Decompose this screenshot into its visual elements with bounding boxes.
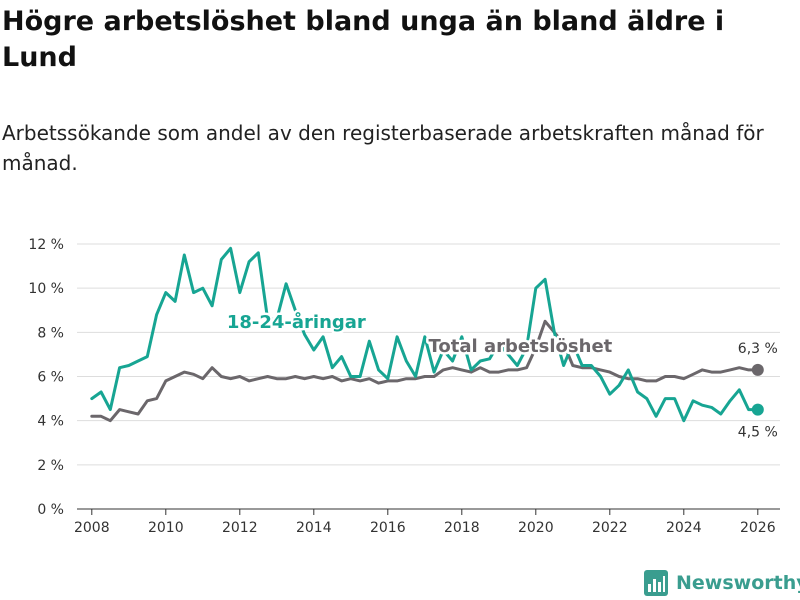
- y-tick-label: 6 %: [37, 370, 64, 386]
- chart-subtitle: Arbetssökande som andel av den registerb…: [2, 121, 764, 175]
- y-tick-label: 4 %: [37, 414, 64, 430]
- brand[interactable]: Newsworthy: [644, 566, 800, 600]
- y-tick-label: 12 %: [28, 237, 64, 253]
- x-tick-label: 2010: [148, 520, 184, 536]
- y-tick-label: 8 %: [37, 325, 64, 341]
- x-tick-label: 2020: [518, 520, 554, 536]
- x-tick-label: 2012: [222, 520, 258, 536]
- endpoint-dot-total: [751, 363, 764, 376]
- axes: 0 % 2 % 4 % 6 % 8 % 10 % 12 % 2008 2010 2012 2014 2…: [28, 237, 780, 536]
- chart-title: Högre arbetslöshet bland unga än bland ä…: [2, 6, 725, 73]
- end-label-total: 6,3 %: [738, 341, 778, 357]
- x-tick-label: 2026: [740, 520, 776, 536]
- y-tick-label: 10 %: [28, 281, 64, 297]
- series-label-total-halo: Total arbetslöshet: [429, 336, 613, 357]
- y-tick-label: 2 %: [37, 458, 64, 474]
- series-label-total-text: Total arbetslöshet: [429, 336, 613, 357]
- series-label-youth-text: 18-24-åringar: [227, 311, 366, 333]
- series-line-total: [90, 319, 760, 423]
- x-tick-label: 2022: [592, 520, 628, 536]
- series-line-youth: [90, 246, 760, 423]
- brand-name: Newsworthy: [676, 572, 800, 594]
- x-tick-label: 2024: [666, 520, 702, 536]
- series-lines: [90, 246, 764, 423]
- end-label-youth: 4,5 %: [738, 425, 778, 441]
- endpoint-dot-youth: [751, 403, 764, 416]
- x-tick-label: 2008: [74, 520, 110, 536]
- y-tick-label: 0 %: [37, 502, 64, 518]
- x-tick-label: 2018: [444, 520, 480, 536]
- series-label-youth-halo: 18-24-åringar: [227, 311, 366, 333]
- x-tick-label: 2014: [296, 520, 332, 536]
- x-tick-label: 2016: [370, 520, 406, 536]
- newsworthy-logo-icon: [644, 570, 668, 596]
